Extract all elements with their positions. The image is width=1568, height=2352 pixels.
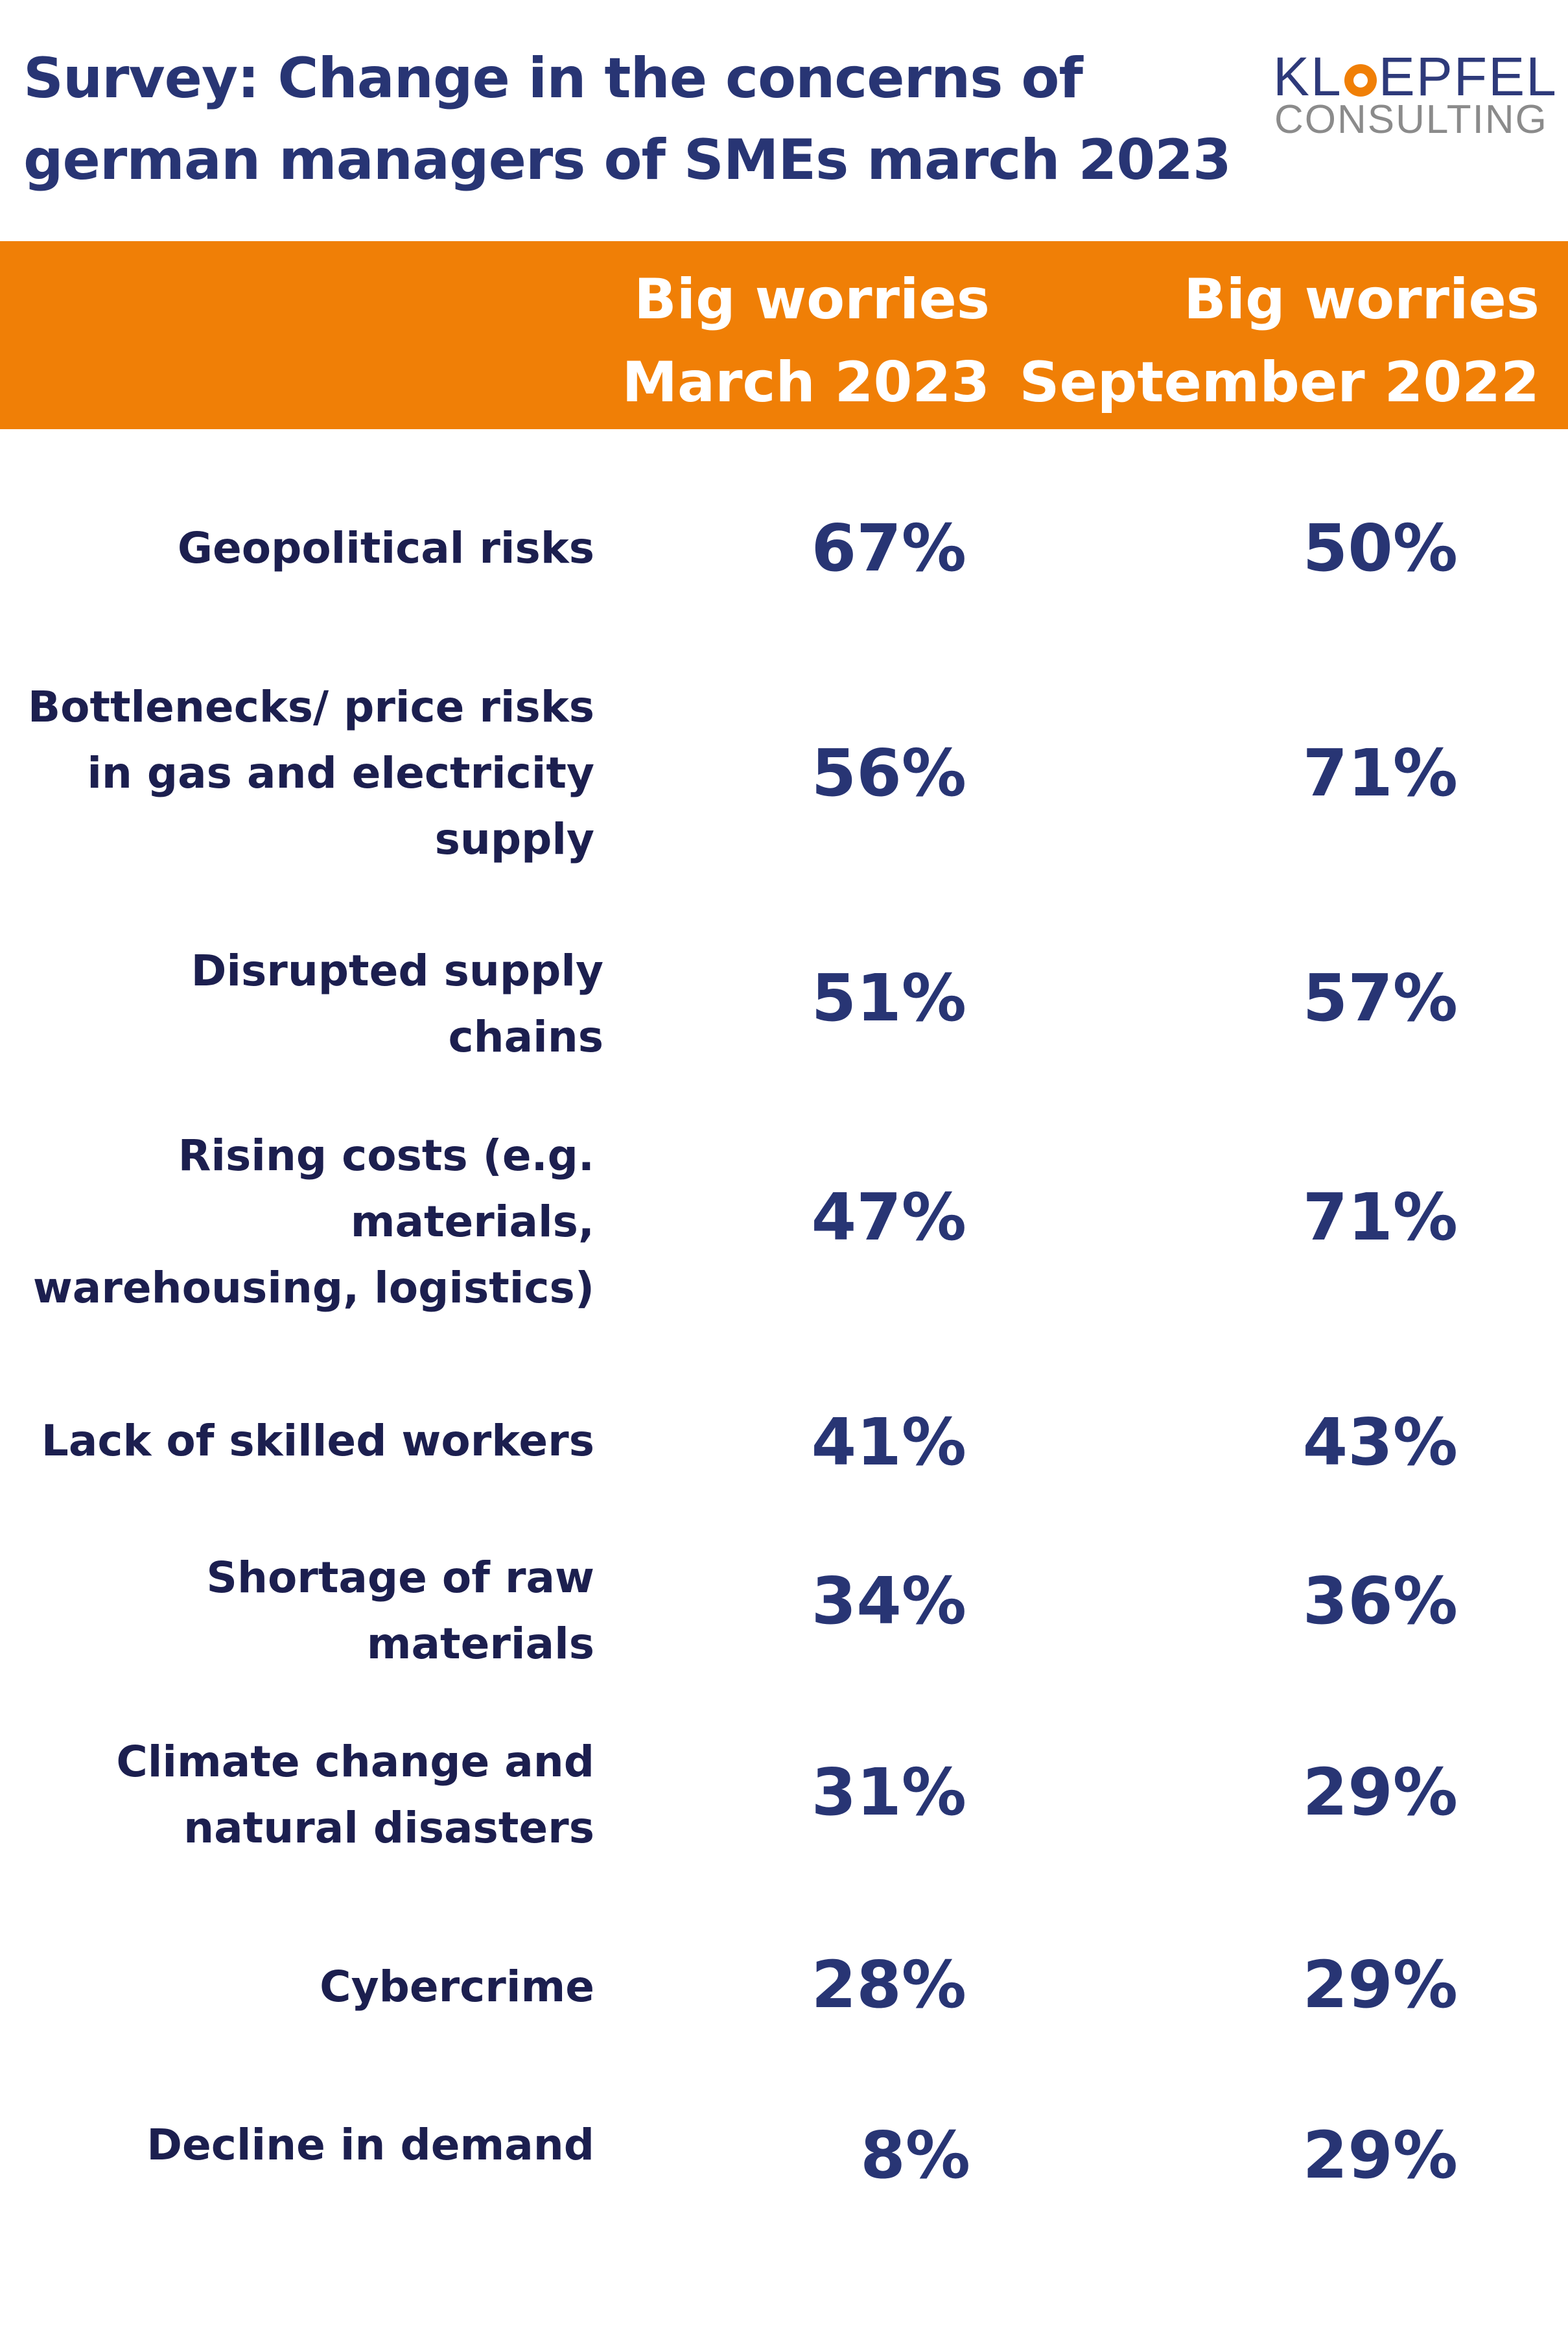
cell-value-september-2022: 71%	[1302, 1179, 1458, 1255]
row-label-line: Disrupted supply	[191, 946, 603, 996]
cell-value-september-2022: 36%	[1302, 1563, 1458, 1639]
row-label-line: warehousing, logistics)	[32, 1263, 594, 1313]
cell-value-march-2023: 41%	[811, 1404, 966, 1480]
row-label-line: Lack of skilled workers	[41, 1416, 594, 1466]
logo-letters-epfel: EPFEL	[1378, 46, 1558, 107]
cell-value-september-2022: 29%	[1302, 1947, 1458, 2023]
row-label-line: Cybercrime	[320, 1962, 594, 2012]
row-label-bottlenecks: Bottlenecks/ price risks in gas and elec…	[28, 674, 594, 873]
column-header-september-2022: Big worries September 2022	[1020, 258, 1539, 424]
cell-value-september-2022: 29%	[1302, 2117, 1458, 2193]
row-label-line: chains	[448, 1012, 603, 1062]
cell-value-march-2023: 67%	[811, 510, 966, 586]
row-label-rising-costs: Rising costs (e.g. materials, warehousin…	[33, 1123, 594, 1321]
kloepfel-consulting-logo: KL EPFEL CONSULTING	[1273, 49, 1556, 142]
logo-wordmark-top: KL EPFEL	[1273, 49, 1558, 104]
row-label-line: materials	[366, 1619, 594, 1669]
cell-value-march-2023: 34%	[811, 1563, 966, 1639]
row-label-line: in gas and electricity	[87, 748, 594, 798]
cell-value-march-2023: 47%	[811, 1179, 966, 1255]
row-label-disrupted-supply-chains: Disrupted supply chains	[191, 938, 603, 1070]
column-header-march-2023: Big worries March 2023	[622, 258, 990, 424]
cell-value-september-2022: 43%	[1302, 1404, 1458, 1480]
row-label-line: Bottlenecks/ price risks	[27, 682, 594, 732]
row-label-decline-in-demand: Decline in demand	[146, 2112, 594, 2178]
row-label-climate-change: Climate change and natural disasters	[116, 1729, 594, 1861]
cell-value-september-2022: 29%	[1302, 1754, 1458, 1830]
logo-letters-kl: KL	[1273, 46, 1342, 107]
row-label-line: Climate change and	[116, 1737, 594, 1787]
column-header-line: Big worries	[634, 267, 990, 332]
row-label-line: materials,	[350, 1197, 594, 1247]
title-line-1: Survey: Change in the concerns of	[23, 46, 1083, 111]
cell-value-march-2023: 28%	[811, 1947, 966, 2023]
column-header-line: September 2022	[1019, 350, 1539, 415]
cell-value-march-2023: 8%	[860, 2117, 970, 2193]
column-header-line: March 2023	[622, 350, 990, 415]
row-label-shortage-of-raw-materials: Shortage of raw materials	[206, 1545, 594, 1677]
cell-value-march-2023: 31%	[811, 1754, 966, 1830]
cell-value-september-2022: 50%	[1302, 510, 1458, 586]
row-label-line: Decline in demand	[146, 2120, 594, 2170]
page-title: Survey: Change in the concerns of german…	[23, 38, 1255, 201]
column-header-line: Big worries	[1184, 267, 1539, 332]
row-label-cybercrime: Cybercrime	[320, 1954, 594, 2020]
table-header-band: Big worries March 2023 Big worries Septe…	[0, 241, 1568, 429]
logo-o-ring-icon	[1344, 64, 1377, 97]
cell-value-march-2023: 51%	[811, 960, 966, 1036]
row-label-line: supply	[434, 814, 594, 864]
row-label-geopolitical-risks: Geopolitical risks	[178, 515, 594, 582]
cell-value-september-2022: 57%	[1302, 960, 1458, 1036]
row-label-line: Shortage of raw	[206, 1553, 594, 1603]
cell-value-september-2022: 71%	[1302, 735, 1458, 811]
title-line-2: german managers of SMEs march 2023	[23, 128, 1232, 193]
row-label-line: natural disasters	[183, 1803, 594, 1853]
cell-value-march-2023: 56%	[811, 735, 966, 811]
row-label-line: Geopolitical risks	[177, 523, 594, 573]
row-label-lack-of-skilled-workers: Lack of skilled workers	[41, 1408, 594, 1474]
logo-wordmark-bottom: CONSULTING	[1274, 97, 1548, 142]
row-label-line: Rising costs (e.g.	[178, 1131, 594, 1181]
